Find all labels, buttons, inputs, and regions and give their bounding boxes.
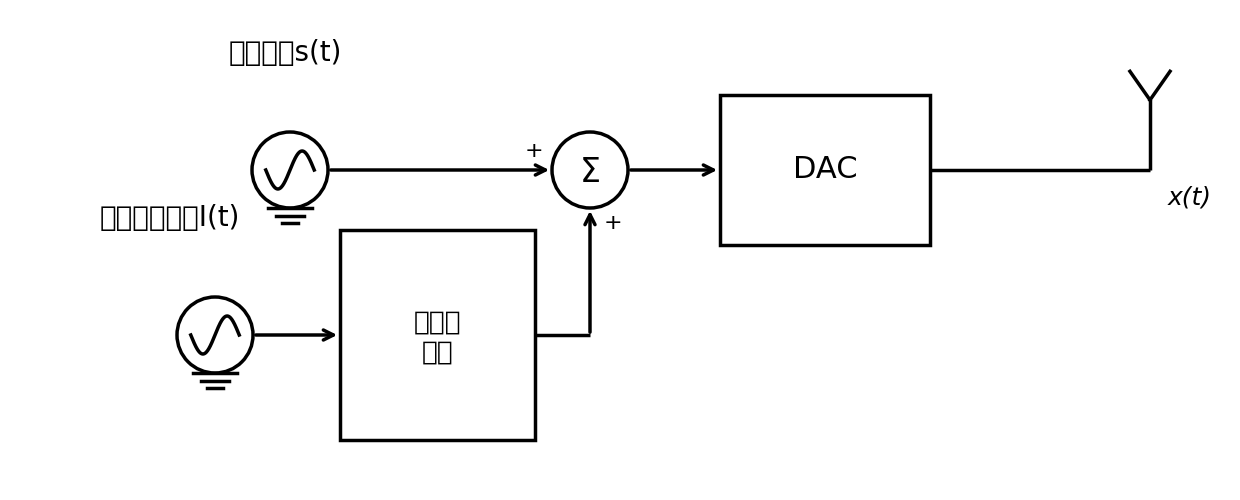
Text: 非线性: 非线性 [414,310,461,336]
Text: 已知码本信号I(t): 已知码本信号I(t) [99,204,241,232]
Text: Σ: Σ [579,156,600,188]
Text: 发送信号s(t): 发送信号s(t) [228,39,342,67]
Text: +: + [604,213,622,233]
Text: x(t): x(t) [1168,185,1211,209]
Text: +: + [525,141,543,161]
Bar [340,230,534,440]
Text: 模型: 模型 [422,340,454,366]
Text: DAC: DAC [792,156,857,184]
Bar [720,95,930,245]
